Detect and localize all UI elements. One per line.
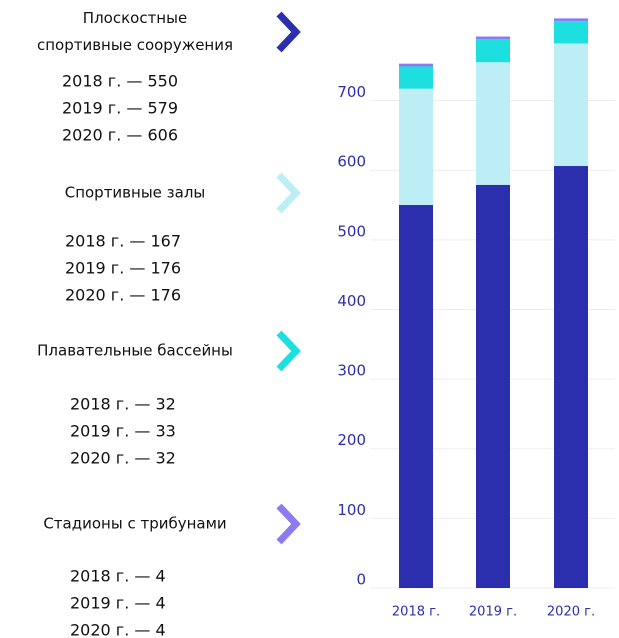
x-tick-label: 2020 г. bbox=[547, 605, 595, 620]
y-tick-label: 300 bbox=[337, 362, 366, 380]
legend-label: Стадионы с трибунами bbox=[43, 515, 226, 533]
value-label: 2018 г. — 550 bbox=[62, 72, 178, 91]
x-tick-label: 2018 г. bbox=[392, 605, 440, 620]
bar-segment bbox=[399, 205, 433, 588]
value-label: 2018 г. — 167 bbox=[65, 232, 181, 251]
bar-segment bbox=[476, 185, 510, 588]
legend-label-line: спортивные сооружения bbox=[37, 36, 233, 54]
legend-label: Спортивные залы bbox=[65, 184, 206, 202]
chart: 0 100 200 300 400 500 600 700 2018 г. 2019 г. 2020… bbox=[0, 0, 619, 638]
chevron bbox=[279, 14, 296, 50]
bar-segment bbox=[554, 18, 588, 21]
x-tick-label: 2019 г. bbox=[469, 605, 517, 620]
value-label: 2020 г. — 32 bbox=[70, 449, 176, 468]
page: 0 100 200 300 400 500 600 700 2018 г. 2019 г. 2020… bbox=[0, 0, 619, 638]
value-label: 2019 г. — 176 bbox=[65, 259, 181, 278]
value-label: 2019 г. — 33 bbox=[70, 422, 176, 441]
bar-segment bbox=[554, 21, 588, 43]
legend-label: Плоскостные спортивные сооружения bbox=[37, 9, 233, 54]
bar-segment bbox=[476, 62, 510, 185]
legend-label: Плавательные бассейны bbox=[37, 342, 233, 360]
value-label: 2018 г. — 4 bbox=[70, 567, 166, 586]
chevron bbox=[279, 175, 296, 211]
chevron bbox=[279, 333, 296, 369]
legend-label-line: Плоскостные bbox=[83, 9, 187, 27]
bar-segment bbox=[554, 43, 588, 166]
value-label: 2019 г. — 4 bbox=[70, 594, 166, 613]
y-tick-label: 100 bbox=[337, 501, 366, 519]
y-tick-label: 500 bbox=[337, 222, 366, 240]
y-tick-label: 700 bbox=[337, 83, 366, 101]
bar-segment bbox=[554, 166, 588, 588]
value-label: 2018 г. — 32 bbox=[70, 395, 176, 414]
value-label: 2020 г. — 606 bbox=[62, 126, 178, 145]
chevron bbox=[279, 506, 296, 542]
bar-segment bbox=[476, 36, 510, 39]
y-tick-label: 200 bbox=[337, 431, 366, 449]
y-tick-label: 600 bbox=[337, 153, 366, 171]
bar-segment bbox=[476, 39, 510, 62]
y-tick-label: 0 bbox=[356, 571, 366, 589]
bar-segment bbox=[399, 66, 433, 88]
value-label: 2020 г. — 176 bbox=[65, 286, 181, 305]
value-label: 2020 г. — 4 bbox=[70, 621, 166, 638]
y-tick-label: 400 bbox=[337, 292, 366, 310]
bar-segment bbox=[399, 89, 433, 205]
bar-segment bbox=[399, 64, 433, 67]
value-label: 2019 г. — 579 bbox=[62, 99, 178, 118]
